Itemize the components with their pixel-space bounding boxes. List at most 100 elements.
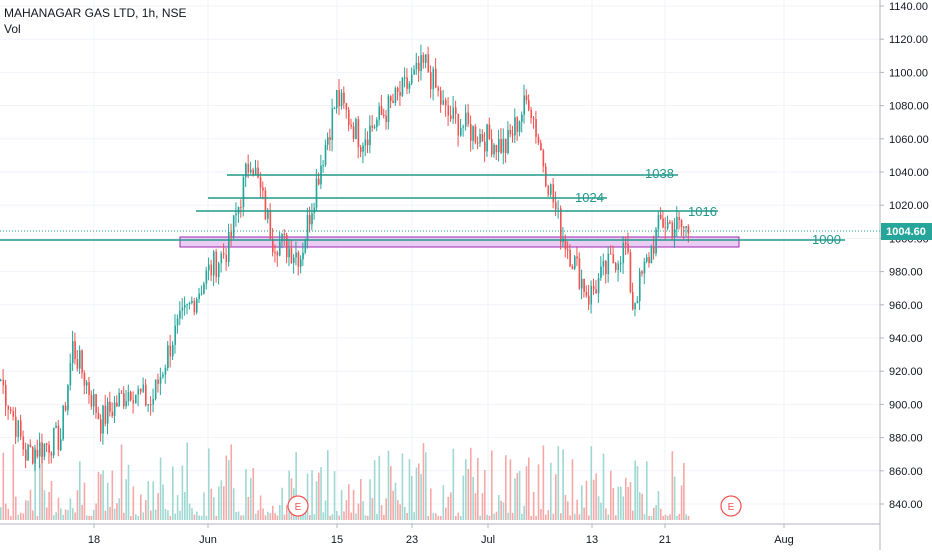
candle-body [605, 260, 607, 275]
candle-body [627, 244, 629, 253]
volume-bar [315, 481, 318, 520]
candle-body [569, 249, 571, 267]
candle-body [427, 54, 430, 73]
earnings-marker[interactable]: E [287, 495, 309, 517]
volume-bar [437, 515, 440, 520]
volume-bar [262, 508, 264, 520]
volume-bar [57, 497, 60, 520]
candle-body [597, 277, 600, 294]
volume-bar [5, 503, 7, 520]
candle-body [491, 138, 493, 155]
candle-body [43, 443, 46, 457]
candle-body [193, 300, 196, 313]
volume-bar [641, 493, 643, 520]
candle-body [29, 444, 32, 448]
volume-bar [48, 492, 50, 520]
volume-bar [157, 493, 159, 520]
candle-body [523, 95, 525, 115]
time-tick-label: 13 [586, 534, 598, 546]
candle-body [215, 251, 218, 277]
support-zone[interactable] [179, 236, 740, 248]
volume-bar [650, 515, 653, 520]
candle-body [293, 257, 295, 263]
candle-body [274, 252, 276, 254]
price-tick-label: 1100.00 [889, 67, 928, 79]
candle-body [324, 144, 327, 166]
volume-bar [521, 513, 523, 520]
volume-bar [622, 496, 625, 520]
candle-body [460, 127, 462, 136]
volume-bar [36, 515, 39, 520]
price-tick-label: 920.00 [889, 366, 923, 378]
volume-bar [203, 492, 205, 520]
candle-body [545, 166, 547, 187]
candle-body [83, 372, 86, 386]
candle-body [140, 388, 142, 392]
candle-body [385, 115, 387, 123]
candle-body [118, 392, 121, 407]
candle-body [331, 108, 334, 141]
candle-body [528, 100, 530, 110]
candle-body [252, 169, 255, 175]
candle-body [125, 401, 127, 407]
chart-header: MAHANAGAR GAS LTD, 1h, NSE Vol [4, 5, 187, 37]
candle-body [629, 252, 632, 293]
candle-body [145, 384, 147, 406]
volume-bar [137, 515, 140, 520]
volume-bar [17, 514, 20, 520]
volume-bar [447, 496, 450, 520]
volume-bar [140, 494, 142, 520]
time-tick-label: 21 [659, 534, 671, 546]
volume-bar [106, 482, 109, 520]
candle-body [223, 253, 225, 255]
candle-body [610, 253, 612, 255]
earnings-marker[interactable]: E [720, 495, 742, 517]
candle-body [167, 345, 169, 369]
candle-body [322, 165, 325, 167]
time-axis[interactable]: 18 Jun 15 23 Jul 13 21 Aug [88, 524, 794, 546]
price-tick-label: 1120.00 [889, 34, 928, 46]
candle-body [111, 411, 114, 417]
candle-body [290, 248, 293, 263]
volume-bar [130, 515, 132, 520]
volume-bar [569, 515, 571, 520]
volume-bar [322, 512, 325, 520]
candle-body [595, 289, 597, 294]
volume-bar [660, 508, 662, 520]
candle-body [88, 382, 90, 395]
volume-bar [83, 482, 86, 520]
volume-bar [505, 455, 507, 520]
candle-body [79, 350, 81, 369]
candle-body [639, 271, 641, 302]
volume-bar [213, 497, 215, 520]
volume-bar [169, 515, 172, 520]
volume-bar [576, 499, 578, 520]
candle-body [174, 325, 176, 345]
volume-bar [646, 461, 648, 520]
candle-body [590, 285, 593, 305]
volume-bar [564, 495, 567, 520]
candle-body [479, 134, 481, 143]
candle-body [484, 141, 486, 152]
candle-body [360, 147, 362, 152]
volume-bar [574, 513, 576, 520]
candle-body [664, 227, 667, 229]
candle-body [130, 391, 132, 401]
volume-bar [406, 513, 408, 520]
earnings-events: E E [287, 495, 742, 517]
candle-body [514, 117, 516, 136]
volume-bar [571, 459, 574, 520]
volume-bar [184, 492, 186, 520]
candle-body [288, 248, 290, 258]
volume-bar [486, 514, 488, 520]
volume-bar [193, 514, 196, 520]
price-axis[interactable]: 1140.00 1120.00 1100.00 1080.00 1060.00 1040.… [880, 1, 929, 511]
candle-body [622, 242, 625, 264]
candle-body [109, 401, 111, 412]
volume-bar [67, 510, 69, 520]
volume-bar [352, 489, 355, 520]
candle-body [636, 301, 639, 304]
volume-bar [174, 513, 176, 520]
